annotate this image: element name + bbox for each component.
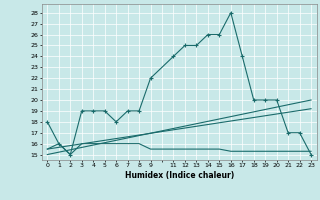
- X-axis label: Humidex (Indice chaleur): Humidex (Indice chaleur): [124, 171, 234, 180]
